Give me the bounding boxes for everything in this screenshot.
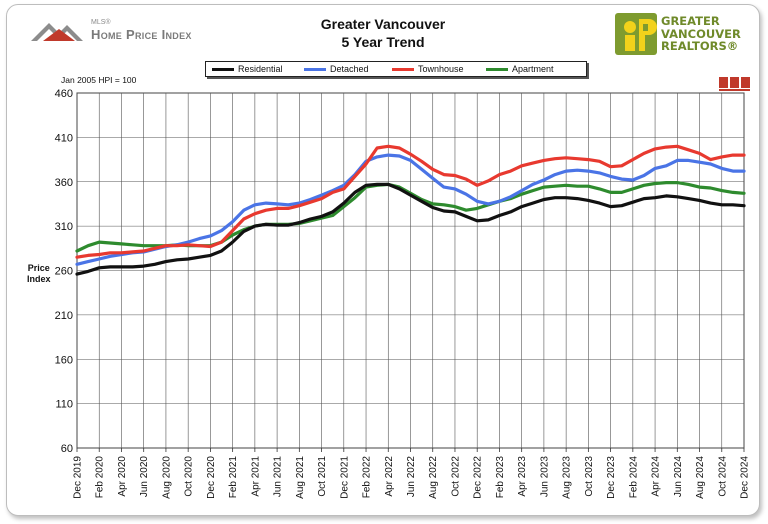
mls-mark: MLS® bbox=[91, 19, 111, 26]
x-tick-label: Aug 2021 bbox=[295, 456, 306, 499]
x-tick-label: Jun 2021 bbox=[273, 456, 284, 498]
x-tick-label: Jun 2020 bbox=[139, 456, 150, 498]
x-tick-label: Feb 2024 bbox=[628, 456, 639, 499]
x-tick-label: Jun 2023 bbox=[539, 456, 550, 498]
gvr-line-2: VANCOUVER bbox=[661, 26, 741, 41]
gvr-line-3: REALTORS® bbox=[661, 39, 739, 53]
y-tick-label: 160 bbox=[55, 354, 73, 366]
x-tick-label: Oct 2021 bbox=[317, 456, 328, 497]
x-tick-label: Oct 2020 bbox=[184, 456, 195, 497]
x-tick-label: Oct 2022 bbox=[450, 456, 461, 497]
x-tick-label: Feb 2023 bbox=[495, 456, 506, 499]
x-tick-label: Apr 2024 bbox=[651, 456, 662, 497]
x-tick-label: Aug 2024 bbox=[695, 456, 706, 499]
legend-swatch-residential bbox=[212, 68, 234, 71]
x-tick-label: Dec 2023 bbox=[606, 456, 617, 499]
x-tick-label: Aug 2023 bbox=[562, 456, 573, 499]
mls-hpi-logo: MLS® Home Price Index bbox=[29, 17, 229, 49]
chart-title-line2: 5 Year Trend bbox=[341, 34, 425, 50]
x-tick-label: Aug 2020 bbox=[161, 456, 172, 499]
x-tick-label: Apr 2021 bbox=[250, 456, 261, 497]
x-tick-label: Dec 2022 bbox=[473, 456, 484, 499]
y-axis-label-line2: Index bbox=[27, 274, 51, 284]
chart-title: Greater Vancouver 5 Year Trend bbox=[7, 15, 759, 51]
chart-legend: Residential Detached Townhouse Apartment bbox=[205, 61, 587, 77]
base-note: Jan 2005 HPI = 100 bbox=[61, 75, 137, 85]
legend-label-residential: Residential bbox=[238, 64, 283, 74]
y-tick-label: 410 bbox=[55, 132, 73, 144]
x-tick-label: Oct 2023 bbox=[584, 456, 595, 497]
house-roof-icon bbox=[31, 23, 83, 41]
gvr-line-1: GREATER bbox=[661, 14, 720, 28]
x-tick-label: Dec 2021 bbox=[339, 456, 350, 499]
y-tick-label: 360 bbox=[55, 177, 73, 189]
y-tick-label: 110 bbox=[55, 399, 73, 411]
gvr-logo-text: GREATER VANCOUVER REALTORS® bbox=[661, 15, 741, 53]
x-tick-label: Jun 2022 bbox=[406, 456, 417, 498]
x-tick-label: Aug 2022 bbox=[428, 456, 439, 499]
y-tick-label: 260 bbox=[55, 266, 73, 278]
x-tick-label: Feb 2021 bbox=[228, 456, 239, 499]
legend-swatch-townhouse bbox=[392, 68, 414, 71]
y-tick-label: 310 bbox=[55, 221, 73, 233]
chart-plot: 60 110 160 210 260 310 360 410 460 Dec 2019 Feb 20… bbox=[55, 88, 751, 499]
legend-label-detached: Detached bbox=[330, 64, 369, 74]
gvr-emblem-icon bbox=[615, 13, 657, 55]
series-line-residential bbox=[75, 182, 746, 276]
mls-badge-icon bbox=[719, 77, 750, 91]
x-tick-label: Dec 2024 bbox=[740, 456, 751, 499]
x-tick-label: Apr 2022 bbox=[384, 456, 395, 497]
x-tick-label: Jun 2024 bbox=[673, 456, 684, 498]
legend-label-townhouse: Townhouse bbox=[418, 64, 464, 74]
x-tick-label: Dec 2019 bbox=[73, 456, 84, 499]
hpi-logo-text: Home Price Index bbox=[91, 27, 192, 42]
x-tick-label: Feb 2022 bbox=[362, 456, 373, 499]
chart-frame: MLS® Home Price Index Greater Vancouver … bbox=[6, 4, 760, 516]
x-tick-label: Oct 2024 bbox=[717, 456, 728, 497]
x-tick-label: Apr 2020 bbox=[117, 456, 128, 497]
legend-swatch-detached bbox=[304, 68, 326, 71]
series-line-townhouse bbox=[75, 144, 746, 259]
y-tick-label: 60 bbox=[61, 443, 73, 455]
x-tick-label: Dec 2020 bbox=[206, 456, 217, 499]
y-axis-label: Price Index bbox=[27, 263, 51, 285]
chart-title-line1: Greater Vancouver bbox=[320, 16, 446, 32]
y-tick-label: 210 bbox=[55, 310, 73, 322]
y-axis-label-line1: Price bbox=[27, 263, 50, 273]
x-tick-label: Feb 2020 bbox=[95, 456, 106, 499]
series-line-detached bbox=[75, 153, 746, 266]
legend-swatch-apartment bbox=[486, 68, 508, 71]
y-tick-label: 460 bbox=[55, 88, 73, 100]
gvr-logo: GREATER VANCOUVER REALTORS® bbox=[615, 13, 755, 57]
x-tick-label: Apr 2023 bbox=[517, 456, 528, 497]
legend-label-apartment: Apartment bbox=[512, 64, 554, 74]
